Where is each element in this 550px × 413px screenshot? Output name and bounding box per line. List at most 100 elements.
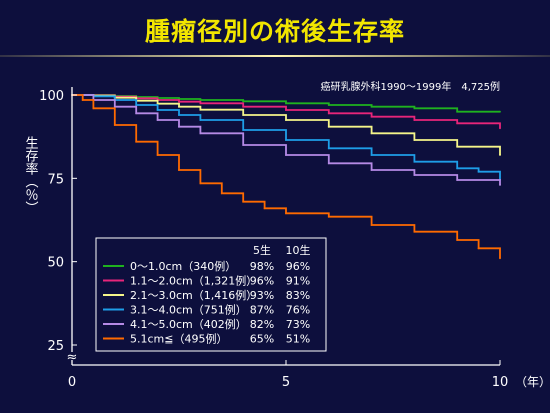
series-3-point [477,170,480,173]
series-4-point [456,179,459,181]
legend-label-4: 4.1～5.0cm（402例） [130,317,247,331]
legend-label-5: 5.1cm≦（495例） [130,332,227,346]
series-0-point [499,110,501,113]
series-3-point [285,139,287,141]
legend-header-5yr: 5生 [253,243,271,257]
legend-label-0: 0～1.0cm（340例） [130,259,236,273]
legend-rate5-5: 65% [250,333,274,346]
legend-rate10-0: 96% [286,260,310,273]
series-4-point [135,112,138,115]
series-0-point [456,110,459,113]
legend-label-2: 2.1～3.0cm（1,416例） [130,288,257,302]
series-2-point [370,132,373,135]
series-0-point [242,100,245,103]
series-4-point [178,125,180,128]
series-4-point [199,132,202,135]
series-2-point [413,139,416,141]
source-note: 癌研乳腺外科1990～1999年 4,725例 [320,80,500,93]
series-2-point [499,154,501,156]
series-line-5 [72,94,501,259]
series-0-point [370,105,373,108]
series-5-point [370,224,373,226]
x-axis-unit: （年） [515,375,550,389]
series-1-point [242,105,245,108]
series-4-point [156,119,159,121]
series-3-point [156,109,159,111]
y-tick-label: 50 [47,256,64,271]
series-5-point [413,230,416,233]
legend-rate5-0: 98% [250,260,274,273]
series-4-point [327,162,330,165]
series-3-point [135,104,138,106]
series-1-point [199,102,202,105]
series-1-point [413,119,416,121]
axis-break-gap [66,352,78,360]
legend-rate10-5: 51% [286,333,310,346]
legend-rate5-4: 82% [250,318,274,331]
series-1-point [178,100,180,103]
series-1-point [327,112,330,115]
series-5-point [156,154,159,156]
series-5-point [220,192,223,195]
x-tick-label: 5 [282,375,290,390]
series-line-2 [72,94,501,155]
series-0-point [285,102,287,105]
legend-box [95,237,327,352]
series-5-point [477,247,480,250]
series-0-point [413,107,416,110]
y-tick-label: 100 [39,89,64,104]
series-3-point [199,119,202,121]
y-tick-label: 25 [47,339,64,354]
series-4-point [285,154,287,156]
legend-rate5-2: 93% [250,289,274,302]
x-tick-label: 0 [68,375,76,390]
legend-rate10-2: 83% [286,289,310,302]
title-underline [0,55,550,57]
series-4-point [413,174,416,176]
series-2-point [456,145,459,148]
y-tick-label: 75 [47,172,64,187]
series-5-point [178,169,180,171]
chart-title: 腫瘤径別の術後生存率 [144,17,405,46]
legend-header-10yr: 10生 [286,243,311,257]
series-line-1 [72,94,501,129]
series-4-point [242,144,245,146]
series-5-point [135,140,138,143]
x-tick-label: 10 [492,375,509,390]
series-0-point [327,104,330,106]
series-5-point [456,239,459,241]
legend-rate10-3: 76% [286,304,310,317]
series-2-point [178,105,180,108]
series-5-point [199,182,202,185]
legend-label-1: 1.1～2.0cm（1,321例） [130,274,257,288]
series-5-point [285,212,287,215]
series-2-point [242,114,245,116]
series-5-point [81,99,84,101]
axis-break-mark: ≈ [67,350,78,365]
series-5-point [92,107,95,110]
series-5-point [327,215,330,218]
legend-rate10-4: 73% [286,318,310,331]
series-5-point [242,200,245,203]
series-1-point [370,115,373,118]
series-0-point [199,99,202,101]
series-3-point [413,160,416,163]
series-2-point [199,108,202,111]
series-5-point [113,124,116,126]
legend-label-3: 3.1～4.0cm（751例） [130,303,247,317]
y-axis-label: 生存率（％） [23,136,39,214]
series-4-point [113,105,116,108]
series-1-point [285,109,287,111]
legend-rate5-1: 96% [250,275,274,288]
series-1-point [456,122,459,125]
series-2-point [285,119,287,121]
series-3-point [242,129,245,131]
legend-rate10-1: 91% [286,275,310,288]
legend-rate5-3: 87% [250,304,274,317]
series-3-point [370,154,373,156]
series-4-point [370,169,373,171]
series-3-point [178,114,180,116]
series-1-point [499,127,501,130]
series-4-point [499,184,501,186]
series-line-4 [72,94,501,185]
